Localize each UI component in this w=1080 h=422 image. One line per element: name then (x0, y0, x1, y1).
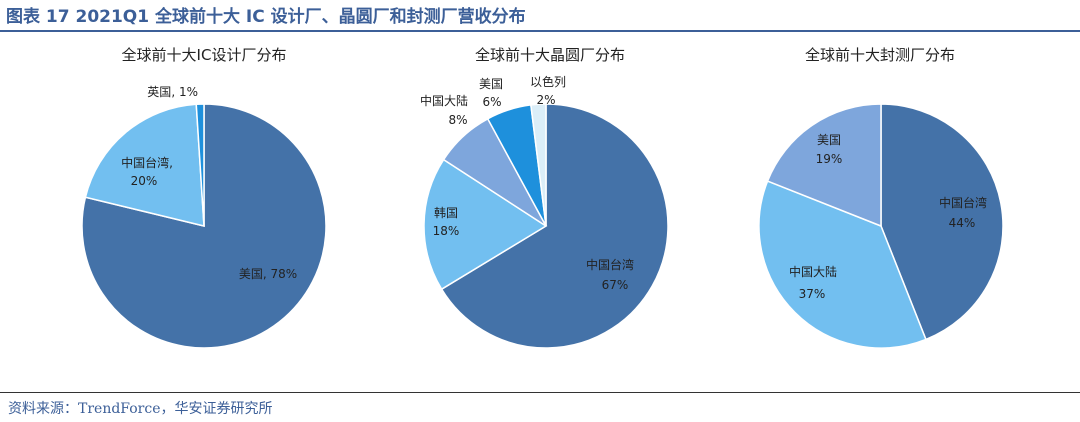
slice-label-tw-name-1: 中国台湾, (121, 155, 173, 170)
slice-label-us-name-2: 美国 (479, 77, 503, 91)
slice-label-kr-value: 18% (433, 224, 460, 238)
slice-label-us-value: 78% (270, 267, 297, 281)
pie-charts-panel: 全球前十大IC设计厂分布 英国, 1% 中国台湾, 20% 美国, 78% 全球… (81, 46, 1004, 349)
pie-slice-1-1 (423, 158, 548, 291)
slice-label-cn-value: 8% (448, 113, 467, 127)
chart-ic-design: 全球前十大IC设计厂分布 英国, 1% 中国台湾, 20% 美国, 78% (81, 46, 327, 349)
slice-label-il-name: 以色列 (530, 75, 566, 89)
slice-label-tw-name-3: 中国台湾 (939, 195, 987, 210)
pie-slice-0-2 (195, 103, 205, 227)
slice-label-us-name: 美国 (239, 267, 263, 281)
pie-slice-1-0 (440, 103, 669, 349)
slice-label-cn-name: 中国大陆 (420, 93, 468, 108)
slice-label-uk-value: 1% (179, 85, 198, 99)
pie-ic-design (81, 103, 327, 349)
figure-title: 图表 17 2021Q1 全球前十大 IC 设计厂、晶圆厂和封测厂营收分布 (6, 7, 526, 27)
source-rule (0, 392, 1080, 393)
slice-label-us-value-2: 6% (482, 95, 501, 109)
pie-packaging (758, 103, 1004, 349)
slice-label-il-value: 2% (536, 93, 555, 107)
chart-wafer-fab: 全球前十大晶圆厂分布 中国大陆 8% 美国 6% 以色列 2% 韩国 18% 中… (420, 46, 669, 349)
slice-label-tw-value: 20% (131, 174, 158, 188)
slice-label-cn-value-3: 37% (799, 287, 826, 301)
chart-title-wafer-fab: 全球前十大晶圆厂分布 (475, 46, 625, 64)
slice-label-tw-name-2: 中国台湾 (586, 257, 634, 272)
chart-packaging-test: 全球前十大封测厂分布 美国 19% 中国台湾 44% 中国大陆 37% (758, 46, 1004, 349)
pie-wafer-fab (423, 103, 669, 349)
pie-slice-2-2 (766, 103, 882, 228)
slice-label-uk: 英国, 1% (147, 85, 198, 99)
slice-label-tw-value-2: 67% (602, 278, 629, 292)
slice-label-us-value-3: 19% (816, 152, 843, 166)
pie-slice-2-1 (758, 180, 927, 349)
slice-label-us-name-3: 美国 (817, 133, 841, 147)
pie-slice-0-1 (84, 103, 205, 227)
pie-slice-2-0 (880, 103, 1004, 341)
source-note: 资料来源：TrendForce，华安证券研究所 (8, 401, 273, 417)
slice-label-kr-name: 韩国 (434, 205, 458, 220)
title-rule (0, 30, 1080, 32)
slice-label-tw-value-3: 44% (949, 216, 976, 230)
slice-label-cn-name-3: 中国大陆 (789, 264, 837, 279)
chart-title-ic-design: 全球前十大IC设计厂分布 (122, 46, 287, 64)
slice-label-us: 美国, 78% (239, 267, 297, 281)
chart-title-packaging: 全球前十大封测厂分布 (805, 46, 955, 64)
pie-slice-1-4 (530, 103, 547, 227)
slice-label-uk-name: 英国 (147, 85, 171, 99)
slice-label-tw-name: 中国台湾 (121, 155, 169, 170)
